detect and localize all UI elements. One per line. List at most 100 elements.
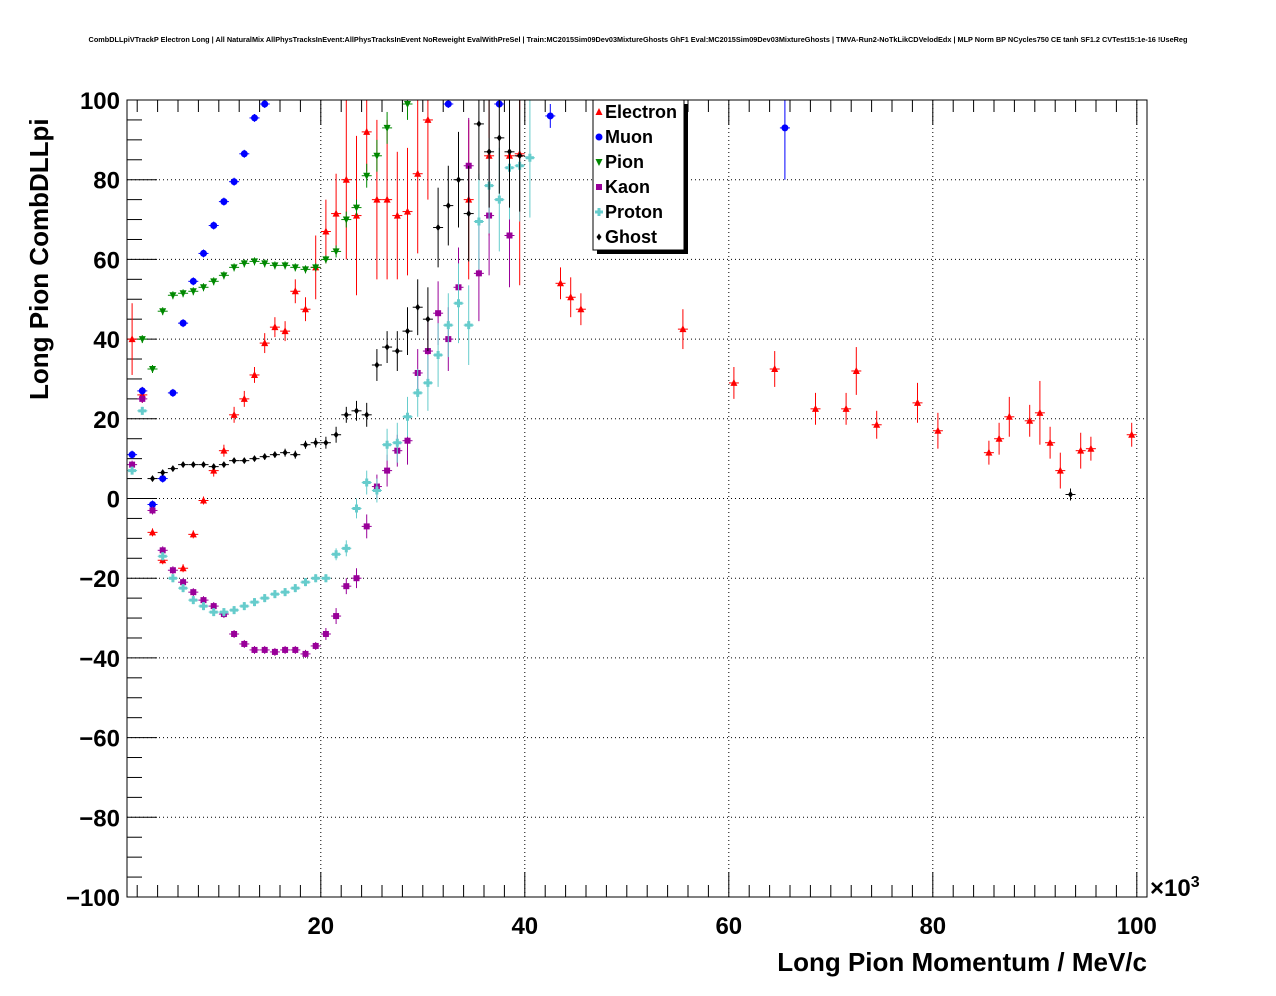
- data-point: [139, 395, 146, 402]
- y-tick-label: 60: [93, 247, 120, 274]
- data-point: [393, 211, 401, 219]
- data-point: [373, 195, 381, 203]
- data-point: [384, 467, 391, 474]
- data-point: [291, 287, 299, 295]
- y-tick-label: −60: [79, 726, 120, 753]
- data-point: [323, 439, 329, 447]
- data-point: [128, 335, 136, 343]
- data-point: [189, 288, 197, 296]
- legend-label-kaon: Kaon: [605, 177, 650, 197]
- data-point: [272, 451, 278, 459]
- data-point: [333, 431, 339, 439]
- data-point: [372, 486, 381, 495]
- data-point: [415, 303, 421, 311]
- y-tick-label: 0: [107, 487, 120, 514]
- legend-marker-ghost: [596, 233, 602, 241]
- data-point: [241, 640, 248, 647]
- data-point: [466, 210, 472, 218]
- x-multiplier-exponent: 3: [1191, 874, 1200, 891]
- data-point: [301, 578, 310, 587]
- data-point: [261, 100, 269, 108]
- data-point: [270, 590, 279, 599]
- data-point: [322, 630, 329, 637]
- data-point: [384, 343, 390, 351]
- data-point: [311, 574, 320, 583]
- data-point: [252, 455, 257, 463]
- legend: Electron Muon Pion Kaon Proton Ghost: [592, 99, 688, 254]
- data-point: [149, 528, 156, 536]
- data-point: [179, 584, 188, 593]
- x-tick-label: 80: [919, 913, 946, 940]
- data-point: [679, 325, 687, 333]
- data-point: [353, 575, 360, 582]
- data-point: [313, 439, 319, 447]
- data-point: [525, 153, 534, 162]
- data-point: [546, 112, 554, 120]
- data-point: [281, 327, 289, 335]
- data-point: [934, 426, 942, 434]
- data-point: [169, 292, 177, 300]
- data-point: [557, 279, 564, 287]
- data-point: [200, 496, 207, 504]
- x-multiplier-base: ×10: [1150, 875, 1191, 902]
- data-point: [454, 299, 463, 308]
- data-point: [985, 448, 993, 456]
- data-point: [158, 552, 167, 561]
- data-point: [456, 176, 461, 184]
- data-point: [354, 407, 359, 415]
- data-point: [209, 608, 218, 617]
- data-point: [219, 608, 228, 617]
- y-axis-label: Long Pion CombDLLpi: [24, 118, 54, 400]
- data-point: [434, 351, 443, 360]
- data-point: [322, 227, 330, 235]
- data-point: [220, 198, 228, 206]
- data-point: [241, 457, 247, 465]
- data-point: [251, 646, 258, 653]
- series-ghost: [147, 100, 1076, 501]
- y-tick-label: 100: [80, 88, 120, 115]
- grid: [127, 100, 1147, 897]
- data-point: [1077, 446, 1085, 454]
- data-point: [189, 277, 197, 285]
- data-point: [842, 404, 850, 412]
- data-point: [393, 438, 402, 447]
- legend-label-proton: Proton: [605, 202, 663, 222]
- data-point: [282, 449, 288, 457]
- data-point: [383, 195, 391, 203]
- data-marks: [127, 100, 1137, 658]
- data-point: [1068, 491, 1073, 499]
- data-point: [250, 598, 259, 607]
- data-point: [1087, 444, 1095, 452]
- y-tick-label: −20: [79, 566, 120, 593]
- data-point: [251, 114, 258, 122]
- data-point: [200, 284, 207, 292]
- data-point: [230, 606, 239, 615]
- legend-box: [592, 99, 685, 251]
- legend-label-muon: Muon: [605, 127, 653, 147]
- legend-label-pion: Pion: [605, 152, 644, 172]
- data-point: [180, 461, 186, 469]
- data-point: [179, 319, 187, 327]
- data-point: [302, 266, 309, 274]
- data-point: [291, 584, 300, 593]
- data-point: [190, 589, 197, 596]
- data-point: [413, 388, 422, 397]
- data-point: [179, 564, 187, 572]
- data-point: [1005, 412, 1013, 420]
- data-point: [159, 308, 167, 316]
- data-point: [230, 410, 238, 418]
- data-point: [423, 378, 432, 387]
- data-point: [332, 209, 340, 217]
- data-point: [363, 523, 370, 530]
- data-point: [292, 646, 299, 653]
- legend-marker-pion: [595, 159, 603, 166]
- data-point: [128, 466, 137, 475]
- data-point: [435, 224, 441, 232]
- x-axis-label: Long Pion Momentum / MeV/c: [777, 947, 1147, 977]
- series-muon: [127, 100, 790, 509]
- data-point: [170, 465, 176, 473]
- legend-marker-muon: [595, 133, 603, 141]
- data-point: [730, 378, 738, 386]
- data-point: [291, 264, 299, 272]
